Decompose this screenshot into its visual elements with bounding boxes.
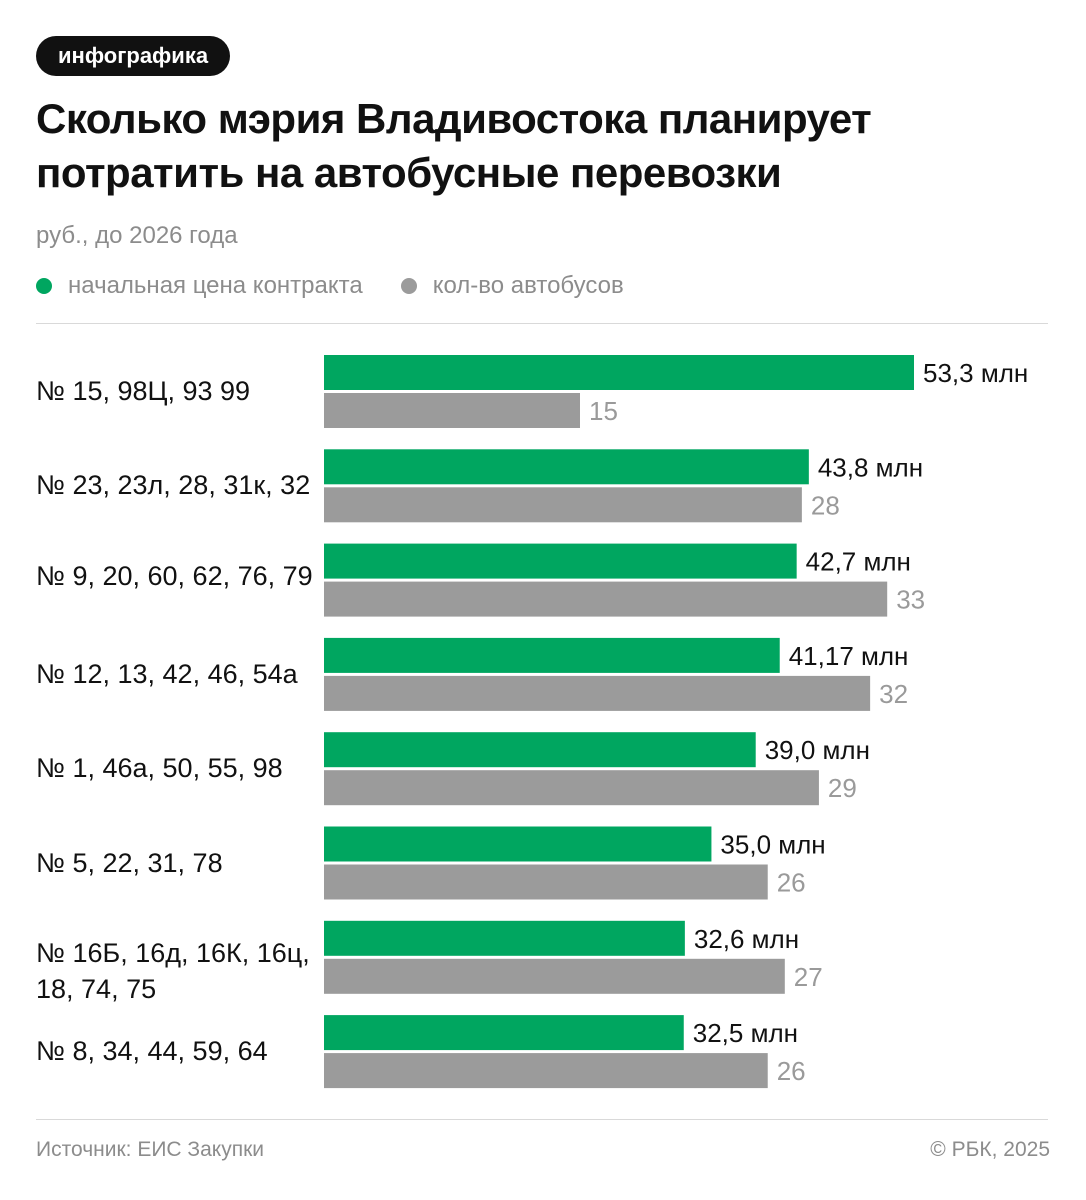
bus-count-bar [324, 770, 819, 806]
bus-count-label: 29 [828, 773, 857, 803]
bus-count-label: 26 [777, 1056, 806, 1086]
category-label: № 15, 98Ц, 93 99 [36, 376, 251, 406]
bus-count-label: 33 [896, 585, 925, 615]
divider-top [36, 323, 1048, 324]
legend-label-buses: кол-во автобусов [432, 272, 624, 299]
source-note: Источник: ЕИС Закупки [36, 1138, 264, 1161]
bus-count-label: 15 [589, 396, 618, 426]
legend-item-buses: кол-во автобусов [400, 272, 624, 300]
chart-title: Сколько мэрия Владивостока планирует пот… [36, 95, 872, 196]
price-bar [324, 449, 809, 485]
price-value-label: 42,7 млн [806, 547, 911, 577]
price-value-label: 41,17 млн [789, 641, 909, 671]
legend-label-price: начальная цена контракта [68, 272, 363, 299]
bus-count-bar [324, 487, 802, 523]
bus-count-label: 27 [794, 962, 823, 992]
bus-count-bar [324, 581, 888, 617]
legend-item-price: начальная цена контракта [36, 272, 363, 300]
chart-subtitle: руб., до 2026 года [36, 222, 238, 249]
price-value-label: 32,5 млн [693, 1018, 798, 1048]
price-bar [324, 732, 756, 768]
category-label: № 16Б, 16д, 16К, 16ц, 18, 74, 75 [36, 937, 310, 1004]
bus-count-label: 32 [879, 679, 908, 709]
price-value-label: 53,3 млн [923, 358, 1028, 388]
category-label: № 5, 22, 31, 78 [36, 847, 223, 878]
price-bar [324, 826, 712, 862]
infographic-tag: инфографика [36, 36, 231, 76]
bus-count-bar [324, 864, 768, 900]
divider-bottom [36, 1119, 1048, 1120]
legend: начальная цена контракта кол-во автобусо… [36, 272, 662, 300]
category-label: № 8, 34, 44, 59, 64 [36, 1036, 268, 1067]
copyright: © РБК, 2025 [930, 1138, 1050, 1161]
price-bar [324, 637, 780, 673]
price-value-label: 32,6 млн [694, 924, 799, 954]
price-bar [324, 355, 914, 390]
price-bar [324, 1015, 684, 1051]
price-value-label: 39,0 млн [765, 735, 870, 765]
legend-dot-gray [400, 278, 417, 294]
price-value-label: 35,0 млн [720, 830, 825, 860]
bus-count-bar [324, 675, 871, 711]
bus-count-bar [324, 1053, 768, 1089]
category-label: № 23, 23л, 28, 31к, 32 [36, 470, 311, 501]
bus-count-label: 28 [811, 490, 840, 520]
price-bar [324, 920, 685, 956]
category-label: № 12, 13, 42, 46, 54а [36, 658, 298, 689]
bus-count-bar [324, 393, 580, 428]
category-label: № 1, 46а, 50, 55, 98 [36, 753, 283, 784]
bus-count-bar [324, 958, 785, 994]
price-value-label: 43,8 млн [818, 452, 923, 482]
price-bar [324, 543, 797, 579]
legend-dot-green [36, 278, 52, 294]
bus-count-label: 26 [777, 868, 806, 898]
category-label: № 9, 20, 60, 62, 76, 79 [36, 560, 313, 591]
